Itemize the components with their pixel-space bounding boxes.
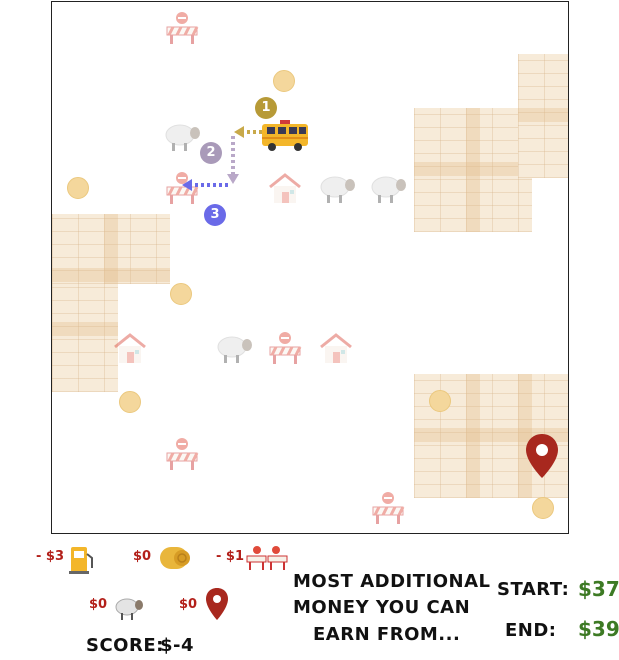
coin-item	[532, 497, 554, 519]
sheep-icon	[165, 124, 200, 151]
start-value: $37	[578, 577, 619, 601]
start-label: START:	[497, 579, 570, 600]
house-icon	[114, 333, 146, 363]
barrier-icon	[166, 438, 199, 470]
map-pin-icon	[526, 434, 558, 478]
destination-value-label: $0	[179, 597, 198, 612]
coin-value-label: $0	[133, 549, 152, 564]
brick-area-left	[52, 214, 170, 284]
coin-item	[67, 177, 89, 199]
fuel-pump-icon	[69, 547, 93, 574]
barrier-cost-label: - $1	[216, 549, 245, 564]
barrier-icon	[166, 12, 199, 44]
route-step-1-marker: 1	[255, 97, 277, 119]
house-icon	[320, 333, 352, 363]
question-line-2: MONEY YOU CAN	[293, 597, 471, 618]
question-line-1: MOST ADDITIONAL	[293, 571, 491, 592]
sheep-icon	[217, 336, 252, 363]
coin-item	[273, 70, 295, 92]
fuel-cost-label: - $3	[36, 549, 65, 564]
hay-bale-icon	[160, 547, 190, 569]
barrier-icon	[166, 172, 199, 204]
sheep-value-label: $0	[89, 597, 108, 612]
sheep-legend-icon	[115, 598, 143, 620]
end-value: $39	[578, 617, 619, 641]
school-bus-icon	[262, 120, 308, 151]
route-step-3-marker: 3	[204, 204, 226, 226]
end-label: END:	[505, 620, 557, 641]
game-board: 1 2 3	[51, 1, 569, 534]
score-label: SCORE:	[86, 635, 164, 656]
route-step-2-marker: 2	[200, 142, 222, 164]
brick-area-top-right-upper	[518, 54, 568, 178]
sheep-icon	[320, 176, 355, 203]
house-icon	[269, 173, 301, 203]
question-line-3: EARN FROM...	[313, 624, 461, 645]
barriers-icon	[246, 546, 288, 570]
coin-item	[170, 283, 192, 305]
sheep-icon	[371, 176, 406, 203]
barrier-icon	[372, 492, 405, 524]
destination-pin-icon	[206, 588, 228, 620]
coin-item	[119, 391, 141, 413]
score-value: $-4	[160, 635, 195, 656]
route-arrows	[182, 126, 262, 191]
coin-item	[429, 390, 451, 412]
brick-area-left-lower	[52, 284, 118, 392]
brick-area-top-right	[414, 108, 532, 232]
barrier-icon	[269, 332, 302, 364]
